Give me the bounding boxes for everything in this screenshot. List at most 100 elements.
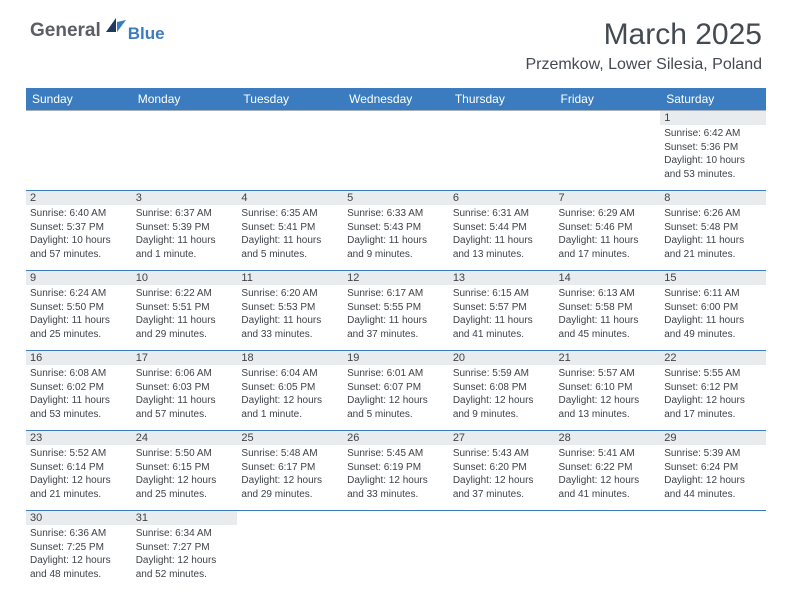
calendar-cell: 2Sunrise: 6:40 AMSunset: 5:37 PMDaylight…: [26, 191, 132, 271]
day-info: Sunrise: 6:01 AMSunset: 6:07 PMDaylight:…: [347, 367, 445, 421]
calendar-cell: 7Sunrise: 6:29 AMSunset: 5:46 PMDaylight…: [555, 191, 661, 271]
calendar-cell: 10Sunrise: 6:22 AMSunset: 5:51 PMDayligh…: [132, 271, 238, 351]
calendar-row: 16Sunrise: 6:08 AMSunset: 6:02 PMDayligh…: [26, 351, 766, 431]
day-info: Sunrise: 6:29 AMSunset: 5:46 PMDaylight:…: [559, 207, 657, 261]
sunrise-text: Sunrise: 6:35 AM: [241, 207, 339, 221]
logo-text-blue: Blue: [128, 24, 165, 44]
sunset-text: Sunset: 5:39 PM: [136, 221, 234, 235]
sunset-text: Sunset: 7:25 PM: [30, 541, 128, 555]
calendar-cell: [555, 511, 661, 591]
calendar-cell: 1Sunrise: 6:42 AMSunset: 5:36 PMDaylight…: [660, 111, 766, 191]
calendar-cell: 20Sunrise: 5:59 AMSunset: 6:08 PMDayligh…: [449, 351, 555, 431]
calendar-cell: 3Sunrise: 6:37 AMSunset: 5:39 PMDaylight…: [132, 191, 238, 271]
calendar-cell: 14Sunrise: 6:13 AMSunset: 5:58 PMDayligh…: [555, 271, 661, 351]
daylight-text: Daylight: 12 hours and 52 minutes.: [136, 554, 234, 581]
calendar-cell: 21Sunrise: 5:57 AMSunset: 6:10 PMDayligh…: [555, 351, 661, 431]
day-info: Sunrise: 6:22 AMSunset: 5:51 PMDaylight:…: [136, 287, 234, 341]
sunrise-text: Sunrise: 6:15 AM: [453, 287, 551, 301]
calendar-cell: 12Sunrise: 6:17 AMSunset: 5:55 PMDayligh…: [343, 271, 449, 351]
sunrise-text: Sunrise: 5:39 AM: [664, 447, 762, 461]
calendar-cell: [132, 111, 238, 191]
calendar-cell: 19 Sunrise: 6:01 AMSunset: 6:07 PMDayligh…: [343, 351, 449, 431]
calendar-row: 30Sunrise: 6:36 AMSunset: 7:25 PMDayligh…: [26, 511, 766, 591]
daylight-text: Daylight: 11 hours and 53 minutes.: [30, 394, 128, 421]
calendar-cell: 29Sunrise: 5:39 AMSunset: 6:24 PMDayligh…: [660, 431, 766, 511]
calendar-cell: 15Sunrise: 6:11 AMSunset: 6:00 PMDayligh…: [660, 271, 766, 351]
sunrise-text: Sunrise: 5:55 AM: [664, 367, 762, 381]
day-number: 24: [132, 431, 238, 445]
sunset-text: Sunset: 6:19 PM: [347, 461, 445, 475]
month-title: March 2025: [525, 18, 762, 52]
day-number: 9: [26, 271, 132, 285]
sunrise-text: Sunrise: 6:33 AM: [347, 207, 445, 221]
day-number: 6: [449, 191, 555, 205]
calendar-cell: 25Sunrise: 5:48 AMSunset: 6:17 PMDayligh…: [237, 431, 343, 511]
sunset-text: Sunset: 5:37 PM: [30, 221, 128, 235]
day-number: 5: [343, 191, 449, 205]
daylight-text: Daylight: 12 hours and 44 minutes.: [664, 474, 762, 501]
daylight-text: Daylight: 12 hours and 41 minutes.: [559, 474, 657, 501]
daylight-text: Daylight: 11 hours and 33 minutes.: [241, 314, 339, 341]
day-info: Sunrise: 6:24 AMSunset: 5:50 PMDaylight:…: [30, 287, 128, 341]
day-number: 20: [449, 351, 555, 365]
sunrise-text: Sunrise: 5:57 AM: [559, 367, 657, 381]
sunset-text: Sunset: 6:24 PM: [664, 461, 762, 475]
sunset-text: Sunset: 5:53 PM: [241, 301, 339, 315]
day-info: Sunrise: 5:45 AMSunset: 6:19 PMDaylight:…: [347, 447, 445, 501]
calendar-cell: 26 Sunrise: 5:45 AMSunset: 6:19 PMDayligh…: [343, 431, 449, 511]
sunrise-text: Sunrise: 6:29 AM: [559, 207, 657, 221]
daylight-text: Daylight: 12 hours and 17 minutes.: [664, 394, 762, 421]
day-info: Sunrise: 6:40 AMSunset: 5:37 PMDaylight:…: [30, 207, 128, 261]
sunrise-text: Sunrise: 5:43 AM: [453, 447, 551, 461]
header: General Blue March 2025 Przemkow, Lower …: [0, 0, 792, 82]
sunset-text: Sunset: 5:50 PM: [30, 301, 128, 315]
sunset-text: Sunset: 5:48 PM: [664, 221, 762, 235]
day-number: 15: [660, 271, 766, 285]
calendar-cell: [237, 511, 343, 591]
calendar-cell: 23Sunrise: 5:52 AMSunset: 6:14 PMDayligh…: [26, 431, 132, 511]
sunset-text: Sunset: 6:05 PM: [241, 381, 339, 395]
calendar-cell: [343, 111, 449, 191]
sunrise-text: Sunrise: 6:13 AM: [559, 287, 657, 301]
day-info: Sunrise: 6:26 AMSunset: 5:48 PMDaylight:…: [664, 207, 762, 261]
sunset-text: Sunset: 6:15 PM: [136, 461, 234, 475]
calendar-cell: 6 Sunrise: 6:31 AMSunset: 5:44 PMDaylight…: [449, 191, 555, 271]
sunrise-text: Sunrise: 6:40 AM: [30, 207, 128, 221]
calendar-cell: [449, 511, 555, 591]
daylight-text: Daylight: 11 hours and 49 minutes.: [664, 314, 762, 341]
sunset-text: Sunset: 5:36 PM: [664, 141, 762, 155]
calendar-table: Sunday Monday Tuesday Wednesday Thursday…: [26, 88, 766, 591]
calendar-cell: 9 Sunrise: 6:24 AMSunset: 5:50 PMDaylight…: [26, 271, 132, 351]
day-number: 21: [555, 351, 661, 365]
sunrise-text: Sunrise: 6:42 AM: [664, 127, 762, 141]
day-number: 26: [343, 431, 449, 445]
day-number: 30: [26, 511, 132, 525]
daylight-text: Daylight: 11 hours and 1 minute.: [136, 234, 234, 261]
day-number: 22: [660, 351, 766, 365]
sunrise-text: Sunrise: 6:06 AM: [136, 367, 234, 381]
day-info: Sunrise: 6:34 AMSunset: 7:27 PMDaylight:…: [136, 527, 234, 581]
day-info: Sunrise: 6:31 AMSunset: 5:44 PMDaylight:…: [453, 207, 551, 261]
calendar-cell: 31 Sunrise: 6:34 AMSunset: 7:27 PMDayligh…: [132, 511, 238, 591]
day-number: 14: [555, 271, 661, 285]
daylight-text: Daylight: 10 hours and 53 minutes.: [664, 154, 762, 181]
day-number: 27: [449, 431, 555, 445]
calendar-row: 2Sunrise: 6:40 AMSunset: 5:37 PMDaylight…: [26, 191, 766, 271]
daylight-text: Daylight: 11 hours and 29 minutes.: [136, 314, 234, 341]
daylight-text: Daylight: 11 hours and 9 minutes.: [347, 234, 445, 261]
day-number: 25: [237, 431, 343, 445]
day-number: 19: [343, 351, 449, 365]
title-block: March 2025 Przemkow, Lower Silesia, Pola…: [525, 18, 762, 74]
sunrise-text: Sunrise: 5:48 AM: [241, 447, 339, 461]
calendar-row: 23Sunrise: 5:52 AMSunset: 6:14 PMDayligh…: [26, 431, 766, 511]
sunset-text: Sunset: 5:57 PM: [453, 301, 551, 315]
calendar-row: 1Sunrise: 6:42 AMSunset: 5:36 PMDaylight…: [26, 111, 766, 191]
day-header-row: Sunday Monday Tuesday Wednesday Thursday…: [26, 88, 766, 111]
day-info: Sunrise: 5:55 AMSunset: 6:12 PMDaylight:…: [664, 367, 762, 421]
daylight-text: Daylight: 12 hours and 5 minutes.: [347, 394, 445, 421]
daylight-text: Daylight: 11 hours and 13 minutes.: [453, 234, 551, 261]
day-info: Sunrise: 5:39 AMSunset: 6:24 PMDaylight:…: [664, 447, 762, 501]
calendar-cell: 5Sunrise: 6:33 AMSunset: 5:43 PMDaylight…: [343, 191, 449, 271]
day-info: Sunrise: 5:43 AMSunset: 6:20 PMDaylight:…: [453, 447, 551, 501]
day-number: 31: [132, 511, 238, 525]
